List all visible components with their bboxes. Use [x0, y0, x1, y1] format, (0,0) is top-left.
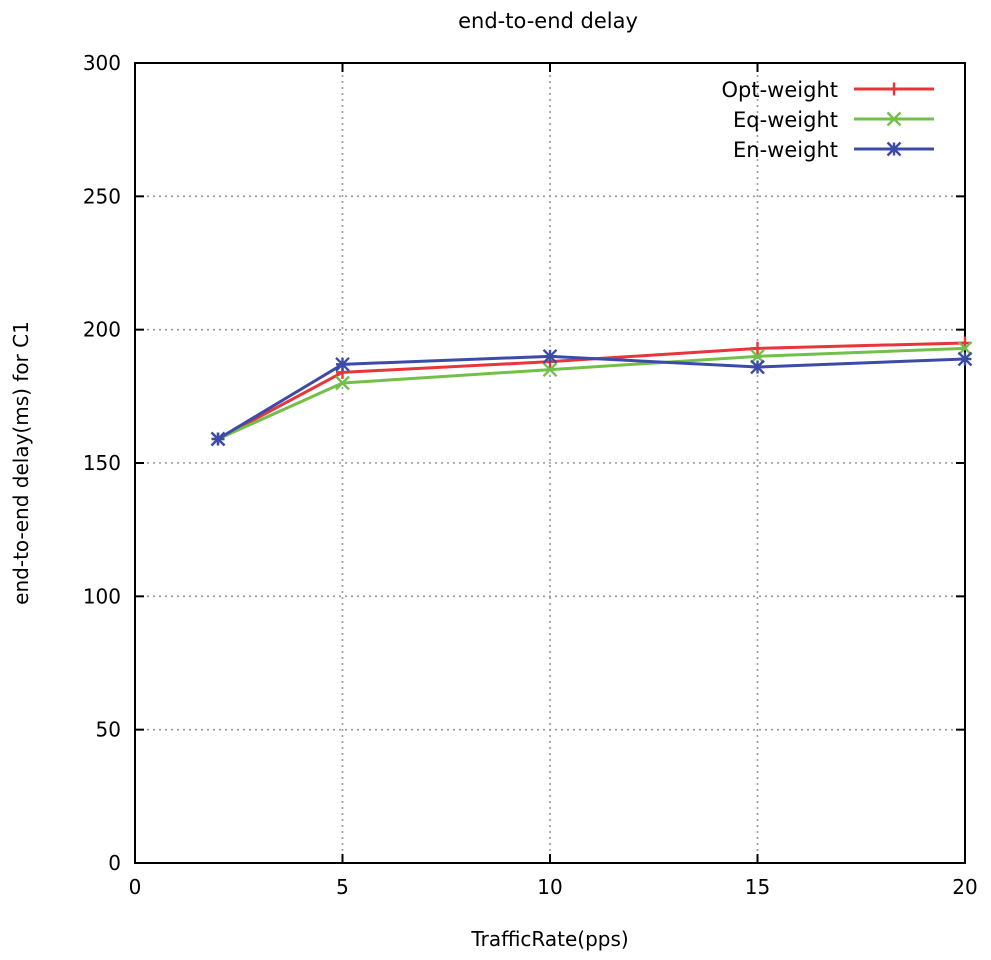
y-tick-label: 50 — [96, 718, 121, 742]
legend-label: En-weight — [733, 138, 838, 162]
data-point-marker — [750, 359, 765, 375]
data-point-marker — [542, 348, 558, 364]
y-tick-label: 150 — [83, 451, 121, 475]
x-tick-label: 15 — [745, 875, 770, 899]
data-point-marker — [335, 375, 350, 391]
y-tick-label: 0 — [108, 851, 121, 875]
y-tick-label: 250 — [83, 184, 121, 208]
x-tick-label: 0 — [129, 875, 142, 899]
plot-frame — [134, 62, 966, 864]
x-axis-label: TrafficRate(pps) — [470, 927, 628, 951]
data-point-marker — [210, 431, 226, 447]
legend-label: Eq-weight — [733, 108, 838, 132]
y-tick-label: 200 — [83, 318, 121, 342]
y-tick-label: 100 — [83, 584, 121, 608]
data-point-marker — [887, 82, 901, 96]
grid — [135, 63, 965, 863]
data-point-marker — [750, 348, 765, 364]
y-tick-label: 300 — [83, 51, 121, 75]
data-point-marker — [957, 340, 973, 356]
chart-title: end-to-end delay — [458, 9, 638, 33]
series-line-en-weight — [217, 354, 966, 441]
legend-label: Opt-weight — [722, 78, 838, 102]
data-point-marker — [957, 351, 973, 367]
legend: Opt-weight Eq-weight En-weight — [722, 78, 934, 162]
series — [210, 336, 973, 447]
y-axis-label: end-to-end delay(ms) for C1 — [9, 321, 33, 605]
data-point-marker — [542, 362, 558, 378]
x-tick-label: 10 — [537, 875, 562, 899]
data-point-marker — [886, 111, 902, 127]
data-point-marker — [751, 341, 764, 355]
data-point-marker — [886, 141, 902, 157]
x-tick-label: 5 — [336, 875, 349, 899]
data-point-marker — [335, 356, 350, 372]
x-tick-label: 20 — [952, 875, 977, 899]
